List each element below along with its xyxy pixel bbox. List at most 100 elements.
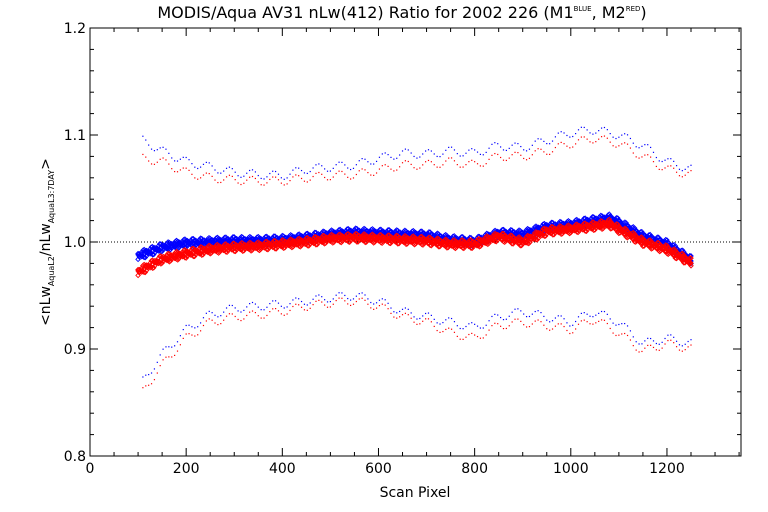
m2-upper-point: [577, 139, 580, 141]
m1-upper-point: [142, 135, 144, 137]
m2-lower-point: [312, 304, 314, 306]
m1-upper-point: [182, 156, 184, 158]
m1-upper-point: [549, 143, 551, 145]
m1-upper-point: [615, 137, 617, 140]
m2-upper-point: [225, 176, 228, 178]
m1-upper-point: [621, 134, 623, 136]
m1-lower-point: [569, 325, 571, 327]
m2-point: [363, 239, 370, 245]
m1-lower-point: [658, 343, 660, 345]
chart-title-end: ): [640, 3, 646, 22]
m1-lower-point: [678, 344, 681, 346]
m2-lower-point: [407, 314, 409, 316]
m1-lower-point: [197, 326, 199, 328]
m1-upper-point: [185, 156, 187, 159]
m1-upper-point: [341, 161, 343, 163]
m2-lower-point: [347, 303, 349, 305]
m1-lower-point: [566, 322, 568, 324]
m1-lower-point: [171, 346, 173, 348]
m2-upper-point: [168, 163, 170, 165]
m1-upper-point: [286, 177, 288, 179]
m2-upper-point: [687, 171, 689, 174]
m2-lower-point: [560, 323, 562, 325]
m2-lower-point: [612, 332, 614, 334]
m2-lower-point: [223, 319, 225, 321]
m2-upper-point: [476, 163, 479, 165]
m2-point: [672, 255, 679, 261]
m2-upper-point: [202, 174, 205, 176]
m2-upper-point: [448, 157, 450, 159]
m1-lower-point: [647, 337, 649, 339]
m2-point: [408, 239, 414, 245]
m2-lower-point: [335, 299, 337, 302]
m2-upper-point: [312, 175, 314, 178]
m2-lower-point: [274, 307, 277, 310]
m1-lower-point: [664, 337, 666, 340]
m2-lower-point: [595, 322, 597, 324]
m2-upper-point: [652, 161, 655, 163]
m1-lower-point: [361, 292, 363, 294]
m2-point: [213, 247, 220, 254]
m2-lower-point: [606, 322, 608, 325]
m1-lower-point: [563, 318, 565, 320]
m1-upper-point: [197, 167, 199, 170]
m2-upper-point: [332, 176, 334, 178]
m2-point: [559, 230, 566, 237]
m1-point: [159, 248, 165, 255]
m1-lower-point: [468, 323, 470, 325]
m1-lower-point: [462, 328, 464, 330]
m1-lower-point: [352, 298, 355, 300]
m1-lower-point: [378, 299, 381, 301]
m1-lower-point: [165, 346, 167, 348]
m2-point: [379, 233, 385, 240]
m2-lower-point: [546, 328, 548, 330]
m2-upper-point: [335, 172, 337, 175]
m1-upper-point: [609, 133, 611, 135]
m1-lower-point: [482, 327, 484, 329]
m2-lower-point: [300, 306, 303, 308]
m2-lower-point: [289, 309, 291, 312]
m2-lower-point: [283, 314, 285, 316]
m1-lower-point: [176, 341, 179, 343]
m1-lower-point: [598, 312, 600, 314]
m2-upper-point: [658, 168, 660, 171]
m2-point: [583, 228, 590, 235]
m2-point: [159, 260, 165, 266]
m1-upper-point: [272, 170, 274, 172]
m1-point: [661, 238, 668, 244]
m1-upper-point: [378, 156, 381, 158]
m1-upper-point: [497, 143, 499, 145]
y-tick-label-0.8: 0.8: [64, 449, 86, 465]
m1-upper-point: [387, 154, 389, 156]
m1-lower-point: [300, 300, 303, 303]
m1-lower-point: [413, 316, 415, 318]
m2-lower-point: [349, 304, 352, 307]
m1-lower-point: [338, 292, 340, 294]
m2-lower-point: [217, 324, 219, 326]
m2-lower-point: [375, 307, 378, 309]
m2-point: [688, 262, 694, 269]
m1-lower-point: [410, 312, 412, 314]
m2-lower-point: [197, 334, 199, 336]
m1-upper-point: [367, 161, 369, 163]
m1-lower-point: [479, 327, 482, 329]
m1-upper-point: [188, 159, 190, 161]
m2-lower-point: [338, 297, 340, 299]
m1-lower-point: [474, 323, 476, 325]
m2-upper-point: [615, 146, 617, 148]
m1-lower-point: [681, 345, 683, 347]
m2-upper-point: [390, 168, 392, 170]
m2-upper-point: [624, 142, 626, 144]
m1-lower-point: [199, 322, 202, 324]
m1-upper-point: [303, 172, 306, 174]
m2-upper-point: [644, 154, 646, 156]
m1-upper-point: [684, 168, 686, 170]
m1-upper-point: [430, 150, 432, 152]
m1-lower-point: [546, 319, 548, 321]
m1-upper-point: [572, 135, 574, 138]
m1-upper-point: [349, 168, 352, 171]
m2-point: [304, 242, 311, 249]
m1-lower-point: [306, 304, 308, 306]
m1-lower-point: [471, 322, 473, 324]
m1-upper-point: [589, 132, 591, 134]
